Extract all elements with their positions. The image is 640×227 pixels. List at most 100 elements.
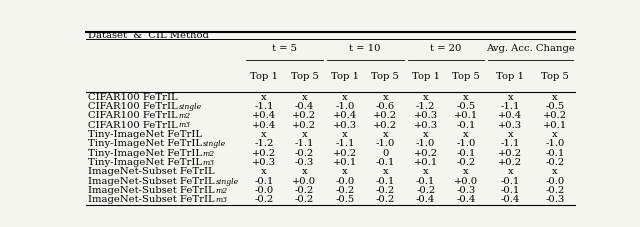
Text: -0.1: -0.1	[500, 177, 520, 186]
Text: Avg. Acc. Change: Avg. Acc. Change	[486, 44, 575, 53]
Text: Top 5: Top 5	[371, 72, 399, 81]
Text: -0.5: -0.5	[335, 195, 355, 205]
Text: -1.0: -1.0	[335, 102, 355, 111]
Text: m3: m3	[203, 159, 215, 167]
Text: m2: m2	[216, 187, 228, 195]
Text: Top 5: Top 5	[452, 72, 480, 81]
Text: -1.1: -1.1	[294, 139, 314, 148]
Text: single: single	[216, 178, 239, 186]
Text: Top 1: Top 1	[412, 72, 440, 81]
Text: +0.1: +0.1	[454, 111, 478, 120]
Text: +0.4: +0.4	[252, 111, 276, 120]
Text: -0.4: -0.4	[456, 195, 476, 205]
Text: CIFAR100 FeTrIL: CIFAR100 FeTrIL	[88, 121, 178, 130]
Text: x: x	[463, 93, 469, 101]
Text: -1.1: -1.1	[500, 139, 520, 148]
Text: 0: 0	[382, 149, 388, 158]
Text: -0.2: -0.2	[295, 149, 314, 158]
Text: +0.1: +0.1	[543, 121, 567, 130]
Text: ImageNet-Subset FeTrIL: ImageNet-Subset FeTrIL	[88, 167, 215, 176]
Text: +0.4: +0.4	[333, 111, 357, 120]
Text: x: x	[301, 130, 307, 139]
Text: x: x	[552, 130, 557, 139]
Text: Tiny-ImageNet FeTrIL: Tiny-ImageNet FeTrIL	[88, 149, 202, 158]
Text: -0.0: -0.0	[545, 177, 564, 186]
Text: x: x	[508, 130, 513, 139]
Text: -0.2: -0.2	[376, 186, 395, 195]
Text: -1.0: -1.0	[416, 139, 435, 148]
Text: CIFAR100 FeTrIL: CIFAR100 FeTrIL	[88, 111, 178, 120]
Text: +0.2: +0.2	[292, 111, 317, 120]
Text: m2: m2	[179, 112, 191, 120]
Text: x: x	[463, 130, 469, 139]
Text: +0.2: +0.2	[373, 111, 397, 120]
Text: x: x	[383, 130, 388, 139]
Text: Tiny-ImageNet FeTrIL: Tiny-ImageNet FeTrIL	[88, 139, 202, 148]
Text: x: x	[423, 93, 429, 101]
Text: -0.2: -0.2	[456, 158, 476, 167]
Text: t = 10: t = 10	[349, 44, 381, 53]
Text: +0.2: +0.2	[373, 121, 397, 130]
Text: x: x	[552, 93, 557, 101]
Text: CIFAR100 FeTrIL: CIFAR100 FeTrIL	[88, 102, 178, 111]
Text: -0.4: -0.4	[295, 102, 314, 111]
Text: -1.2: -1.2	[416, 102, 435, 111]
Text: +0.2: +0.2	[252, 149, 276, 158]
Text: -0.3: -0.3	[545, 195, 564, 205]
Text: -0.6: -0.6	[376, 102, 395, 111]
Text: +0.3: +0.3	[252, 158, 276, 167]
Text: -0.3: -0.3	[456, 186, 476, 195]
Text: +0.2: +0.2	[499, 158, 522, 167]
Text: m3: m3	[216, 196, 228, 204]
Text: Top 1: Top 1	[250, 72, 278, 81]
Text: +0.0: +0.0	[292, 177, 317, 186]
Text: -0.1: -0.1	[500, 186, 520, 195]
Text: -0.4: -0.4	[416, 195, 435, 205]
Text: -0.1: -0.1	[545, 149, 564, 158]
Text: Top 5: Top 5	[291, 72, 318, 81]
Text: -0.2: -0.2	[376, 195, 395, 205]
Text: x: x	[552, 167, 557, 176]
Text: Tiny-ImageNet FeTrIL: Tiny-ImageNet FeTrIL	[88, 158, 202, 167]
Text: x: x	[342, 167, 348, 176]
Text: x: x	[508, 167, 513, 176]
Text: -1.1: -1.1	[500, 102, 520, 111]
Text: -0.2: -0.2	[335, 186, 355, 195]
Text: -0.2: -0.2	[545, 158, 564, 167]
Text: +0.3: +0.3	[499, 121, 522, 130]
Text: -0.1: -0.1	[456, 121, 476, 130]
Text: -0.1: -0.1	[376, 158, 395, 167]
Text: +0.1: +0.1	[333, 158, 357, 167]
Text: -1.0: -1.0	[545, 139, 564, 148]
Text: +0.2: +0.2	[413, 149, 438, 158]
Text: m2: m2	[203, 150, 215, 158]
Text: m3: m3	[179, 121, 191, 129]
Text: +0.0: +0.0	[454, 177, 478, 186]
Text: ImageNet-Subset FeTrIL: ImageNet-Subset FeTrIL	[88, 177, 215, 186]
Text: x: x	[261, 93, 267, 101]
Text: +0.2: +0.2	[499, 149, 522, 158]
Text: CIFAR100 FeTrIL: CIFAR100 FeTrIL	[88, 93, 178, 101]
Text: single: single	[179, 103, 202, 111]
Text: ImageNet-Subset FeTrIL: ImageNet-Subset FeTrIL	[88, 195, 215, 205]
Text: Top 1: Top 1	[331, 72, 359, 81]
Text: -0.0: -0.0	[335, 177, 355, 186]
Text: +0.4: +0.4	[252, 121, 276, 130]
Text: +0.3: +0.3	[413, 111, 438, 120]
Text: x: x	[508, 93, 513, 101]
Text: Tiny-ImageNet FeTrIL: Tiny-ImageNet FeTrIL	[88, 130, 202, 139]
Text: +0.3: +0.3	[333, 121, 357, 130]
Text: -1.0: -1.0	[456, 139, 476, 148]
Text: -0.1: -0.1	[254, 177, 274, 186]
Text: -0.2: -0.2	[254, 195, 274, 205]
Text: +0.4: +0.4	[499, 111, 523, 120]
Text: -0.4: -0.4	[500, 195, 520, 205]
Text: Top 1: Top 1	[497, 72, 525, 81]
Text: single: single	[203, 140, 226, 148]
Text: t = 5: t = 5	[272, 44, 297, 53]
Text: -0.1: -0.1	[456, 149, 476, 158]
Text: -0.2: -0.2	[545, 186, 564, 195]
Text: +0.2: +0.2	[333, 149, 357, 158]
Text: -0.1: -0.1	[416, 177, 435, 186]
Text: +0.3: +0.3	[413, 121, 438, 130]
